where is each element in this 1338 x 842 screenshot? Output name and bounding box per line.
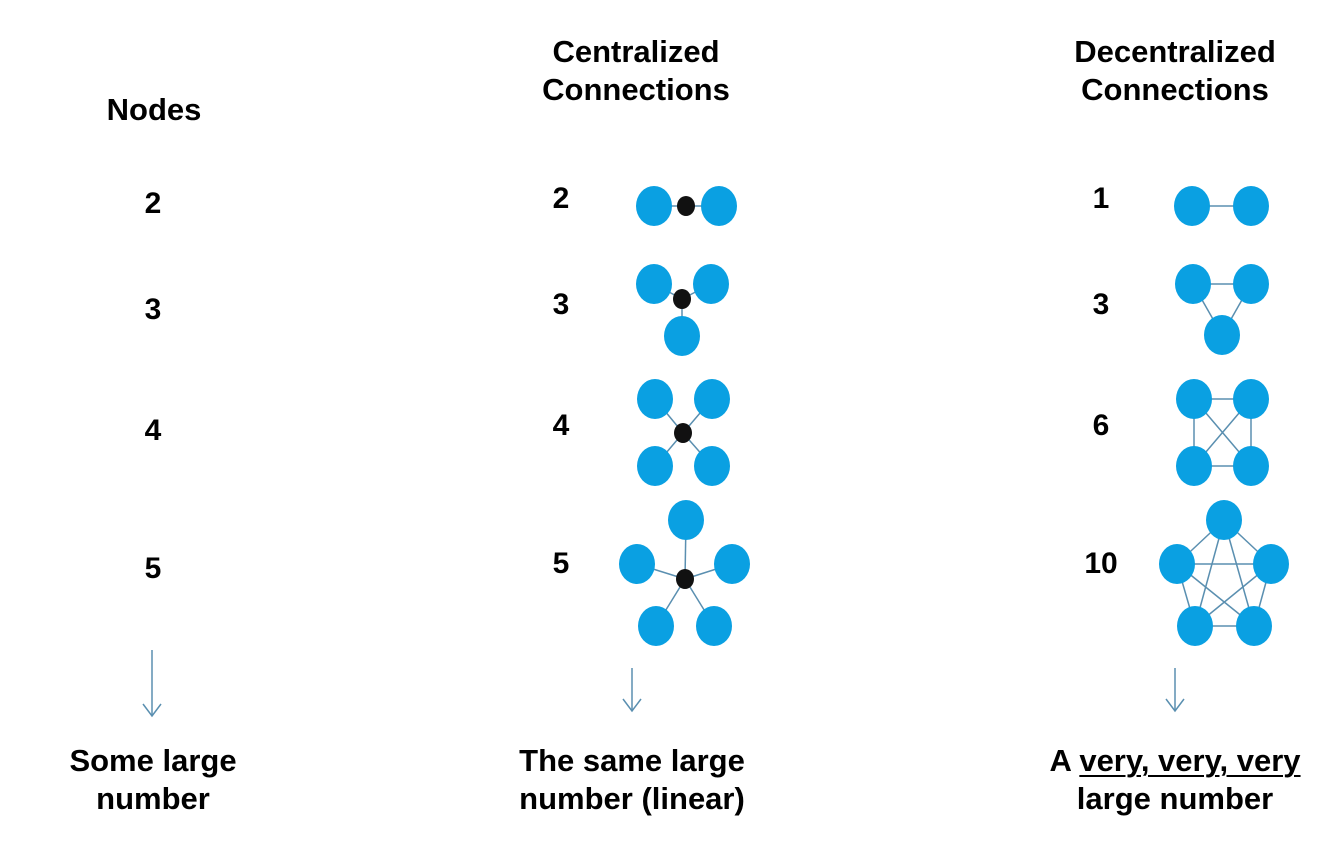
decentralized-footer-emphasis: very, very, very — [1079, 743, 1301, 778]
graph-node — [701, 186, 737, 226]
graph-node — [638, 606, 674, 646]
nodes-value: 5 — [144, 552, 162, 585]
graph-node — [1233, 264, 1269, 304]
graph-node — [1253, 544, 1289, 584]
centralized-value: 4 — [552, 409, 570, 442]
graph-node — [1175, 264, 1211, 304]
decentralized-header-line2: Connections — [1081, 72, 1269, 107]
graph-node — [1204, 315, 1240, 355]
centralized-footer-line2: number (linear) — [519, 781, 745, 816]
graph-node — [636, 264, 672, 304]
graph-node — [1176, 446, 1212, 486]
nodes-footer: Some large number — [3, 742, 303, 818]
centralized-header-line1: Centralized — [552, 34, 720, 69]
nodes-header: Nodes — [106, 92, 202, 127]
hub-node — [673, 289, 691, 309]
graph-node — [694, 446, 730, 486]
decentralized-footer-line1: A very, very, very — [1005, 742, 1338, 780]
nodes-footer-line1: Some large — [69, 743, 237, 778]
graph-node — [1236, 606, 1272, 646]
decentralized-value: 3 — [1092, 288, 1110, 321]
decentralized-value: 10 — [1084, 547, 1118, 580]
graph-node — [664, 316, 700, 356]
graph-node — [637, 379, 673, 419]
graph-node — [1176, 379, 1212, 419]
graph-node — [714, 544, 750, 584]
decentralized-value: 1 — [1092, 182, 1110, 215]
centralized-header-line2: Connections — [542, 72, 730, 107]
decentralized-value: 6 — [1092, 409, 1110, 442]
graph-node — [1233, 379, 1269, 419]
centralized-footer-line1: The same large — [519, 743, 745, 778]
graph-node — [1233, 186, 1269, 226]
hub-node — [677, 196, 695, 216]
decentralized-footer-prefix: A — [1049, 743, 1071, 778]
graph-node — [668, 500, 704, 540]
centralized-footer: The same large number (linear) — [462, 742, 802, 818]
centralized-value: 3 — [552, 288, 570, 321]
graph-node — [636, 186, 672, 226]
graph-node — [1159, 544, 1195, 584]
graph-node — [1174, 186, 1210, 226]
graph-node — [694, 379, 730, 419]
decentralized-header-line1: Decentralized — [1074, 34, 1276, 69]
graph-node — [637, 446, 673, 486]
graph-node — [1177, 606, 1213, 646]
graph-node — [1233, 446, 1269, 486]
centralized-value: 2 — [552, 182, 570, 215]
down-arrows — [142, 698, 1185, 718]
arrow-head — [622, 698, 642, 713]
graph-nodes — [619, 186, 1289, 646]
centralized-header: Centralized Connections — [486, 33, 786, 109]
nodes-footer-line2: number — [96, 781, 210, 816]
graph-node — [696, 606, 732, 646]
hub-node — [676, 569, 694, 589]
nodes-value: 2 — [144, 187, 162, 220]
nodes-value: 3 — [144, 293, 162, 326]
decentralized-header: Decentralized Connections — [1025, 33, 1325, 109]
graph-node — [619, 544, 655, 584]
decentralized-footer-line2: large number — [1076, 781, 1274, 816]
graph-node — [1206, 500, 1242, 540]
graph-node — [693, 264, 729, 304]
hub-node — [674, 423, 692, 443]
arrow-head — [1165, 698, 1185, 713]
decentralized-footer: A very, very, very large number — [1005, 742, 1338, 818]
nodes-value: 4 — [144, 414, 162, 447]
arrow-head — [142, 703, 162, 718]
centralized-value: 5 — [552, 547, 570, 580]
